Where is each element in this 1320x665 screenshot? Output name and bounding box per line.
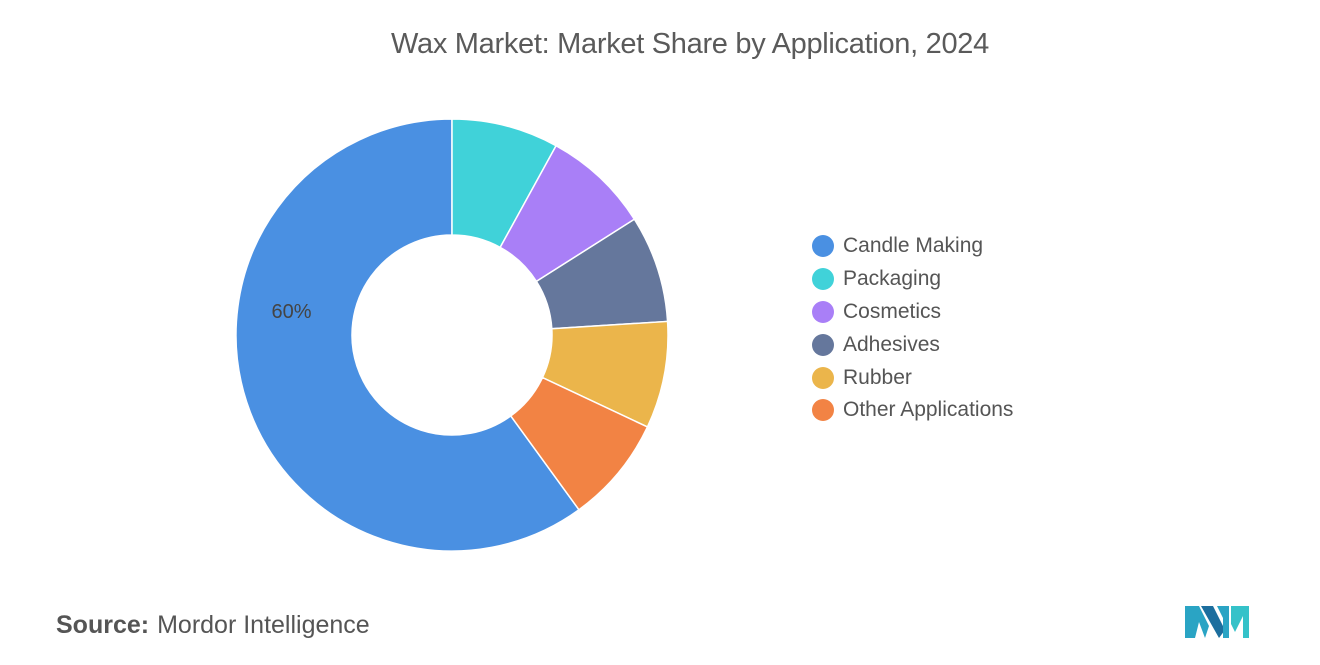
legend-swatch [812,300,834,323]
donut-slice-candle-making[interactable] [235,118,581,552]
source-note: Source: Mordor Intelligence [56,611,370,640]
chart-title: Wax Market: Market Share by Application,… [391,28,989,60]
source-key: Source: [56,611,150,639]
legend-swatch [812,268,834,291]
legend-label: Rubber [843,365,912,389]
legend-label: Packaging [843,267,942,291]
legend-item-cosmetics[interactable]: Cosmetics [812,296,1013,329]
legend-label: Adhesives [843,332,940,356]
legend-item-packaging[interactable]: Packaging [812,263,1013,296]
donut-slices [235,118,669,552]
legend-item-adhesives[interactable]: Adhesives [812,328,1013,361]
legend-item-other-applications[interactable]: Other Applications [812,394,1013,427]
donut-chart: 60% [235,118,669,552]
legend-swatch [812,399,834,422]
legend-swatch [812,235,834,258]
legend-label: Other Applications [843,398,1014,422]
legend-swatch [812,366,834,389]
data-label: 60% [272,301,312,323]
source-value: Mordor Intelligence [157,611,370,639]
legend-label: Candle Making [843,234,984,258]
legend-item-candle-making[interactable]: Candle Making [812,230,1013,263]
legend-item-rubber[interactable]: Rubber [812,361,1013,394]
mordor-intelligence-logo-icon [1185,606,1249,638]
donut-data-labels: 60% [272,301,312,323]
donut-slice-other-applications[interactable] [509,376,649,511]
chart-legend: Candle Making Packaging Cosmetics Adhesi… [812,230,1013,427]
legend-label: Cosmetics [843,299,942,323]
legend-swatch [812,333,834,356]
